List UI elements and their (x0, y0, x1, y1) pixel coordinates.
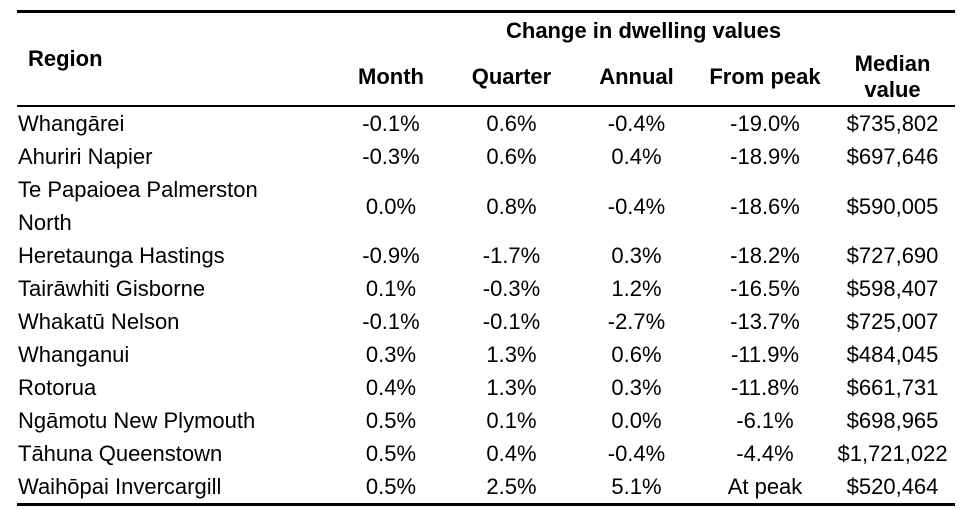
cell-month: 0.5% (365, 474, 417, 499)
cell-quarter: 0.6% (486, 111, 537, 136)
cell-annual: -0.4% (607, 441, 666, 466)
cell-month: 0.5% (365, 408, 417, 433)
cell-month: -0.3% (362, 144, 420, 169)
cell-median-value: $661,731 (846, 375, 939, 400)
table-row: Ngāmotu New Plymouth 0.5% 0.1% 0.0% -6.1… (17, 404, 955, 437)
table-row: Heretaunga Hastings -0.9% -1.7% 0.3% -18… (17, 239, 955, 272)
cell-annual: -0.4% (607, 111, 666, 136)
cell-annual: -0.4% (607, 193, 666, 219)
cell-quarter: -0.1% (482, 309, 541, 334)
cell-month: -0.1% (362, 111, 420, 136)
cell-median-value: $727,690 (846, 243, 939, 268)
cell-from-peak: -4.4% (736, 441, 794, 466)
table-row: Te Papaioea Palmerston North 0.0% 0.8% -… (17, 173, 955, 239)
cell-median-value: $598,407 (846, 276, 939, 301)
dwelling-values-table: Region Change in dwelling values Month Q… (17, 10, 956, 506)
cell-median-value: $698,965 (846, 408, 939, 433)
cell-quarter: 1.3% (486, 375, 537, 400)
cell-quarter: 0.6% (486, 144, 537, 169)
column-header-quarter: Quarter (450, 48, 573, 107)
cell-region: Tairāwhiti Gisborne (18, 276, 206, 301)
cell-month: -0.1% (362, 309, 420, 334)
cell-region: Te Papaioea Palmerston North (18, 177, 258, 235)
cell-region: Tāhuna Queenstown (18, 441, 223, 466)
table-row: Whakatū Nelson -0.1% -0.1% -2.7% -13.7% … (17, 305, 955, 338)
cell-region: Rotorua (18, 375, 97, 400)
cell-quarter: 2.5% (486, 474, 537, 499)
cell-median-value: $1,721,022 (837, 441, 948, 466)
cell-month: 0.3% (365, 342, 417, 367)
table-header: Region Change in dwelling values Month Q… (17, 11, 956, 107)
column-header-median-value: Median value (830, 48, 956, 107)
cell-from-peak: -19.0% (730, 111, 800, 136)
cell-from-peak: -18.2% (730, 243, 800, 268)
cell-median-value: $697,646 (846, 144, 939, 169)
cell-median-value: $590,005 (846, 193, 939, 219)
cell-from-peak: -11.9% (730, 342, 800, 367)
cell-from-peak: -11.8% (730, 375, 800, 400)
cell-annual: 0.6% (611, 342, 662, 367)
cell-annual: 1.2% (611, 276, 662, 301)
group-header-row: Region Change in dwelling values (17, 11, 955, 107)
column-header-annual: Annual (573, 48, 700, 107)
table-row: Waihōpai Invercargill 0.5% 2.5% 5.1% At … (17, 470, 955, 505)
cell-annual: 0.3% (611, 243, 662, 268)
cell-median-value: $484,045 (846, 342, 939, 367)
cell-month: 0.5% (365, 441, 417, 466)
cell-annual: 5.1% (611, 474, 662, 499)
cell-month: -0.9% (362, 243, 420, 268)
table-row: Tairāwhiti Gisborne 0.1% -0.3% 1.2% -16.… (17, 272, 955, 305)
cell-from-peak: -6.1% (736, 408, 794, 433)
cell-from-peak: -18.6% (730, 193, 800, 219)
cell-annual: 0.3% (611, 375, 662, 400)
cell-month: 0.1% (365, 276, 417, 301)
column-header-from-peak: From peak (700, 48, 830, 107)
cell-region: Whanganui (18, 342, 130, 367)
cell-quarter: -0.3% (482, 276, 541, 301)
table-body: Whangārei -0.1% 0.6% -0.4% -19.0% $735,8… (17, 106, 955, 505)
cell-region: Heretaunga Hastings (18, 243, 225, 268)
cell-from-peak: At peak (727, 474, 803, 499)
table-row: Ahuriri Napier -0.3% 0.6% 0.4% -18.9% $6… (17, 140, 955, 173)
cell-median-value: $735,802 (846, 111, 939, 136)
cell-quarter: -1.7% (482, 243, 541, 268)
cell-from-peak: -13.7% (730, 309, 800, 334)
table-row: Tāhuna Queenstown 0.5% 0.4% -0.4% -4.4% … (17, 437, 955, 470)
column-header-row: Month Quarter Annual From peak Median va… (17, 48, 956, 107)
cell-annual: 0.0% (611, 408, 662, 433)
cell-from-peak: -18.9% (730, 144, 800, 169)
cell-month: 0.0% (365, 193, 417, 219)
cell-region: Whangārei (18, 111, 125, 136)
cell-quarter: 0.1% (486, 408, 537, 433)
table-row: Whangārei -0.1% 0.6% -0.4% -19.0% $735,8… (17, 106, 955, 140)
cell-median-value: $725,007 (846, 309, 939, 334)
cell-from-peak: -16.5% (730, 276, 800, 301)
cell-quarter: 0.8% (486, 193, 537, 219)
cell-region: Waihōpai Invercargill (18, 474, 222, 499)
group-header-title: Change in dwelling values (506, 17, 782, 43)
column-header-region: Region (17, 11, 332, 107)
column-header-month: Month (332, 48, 450, 107)
cell-annual: -2.7% (607, 309, 666, 334)
cell-region: Ngāmotu New Plymouth (18, 408, 256, 433)
cell-region: Whakatū Nelson (18, 309, 180, 334)
cell-month: 0.4% (365, 375, 417, 400)
table-row: Whanganui 0.3% 1.3% 0.6% -11.9% $484,045 (17, 338, 955, 371)
cell-median-value: $520,464 (846, 474, 939, 499)
cell-quarter: 1.3% (486, 342, 537, 367)
table-row: Rotorua 0.4% 1.3% 0.3% -11.8% $661,731 (17, 371, 955, 404)
cell-annual: 0.4% (611, 144, 662, 169)
cell-region: Ahuriri Napier (18, 144, 153, 169)
cell-quarter: 0.4% (486, 441, 537, 466)
